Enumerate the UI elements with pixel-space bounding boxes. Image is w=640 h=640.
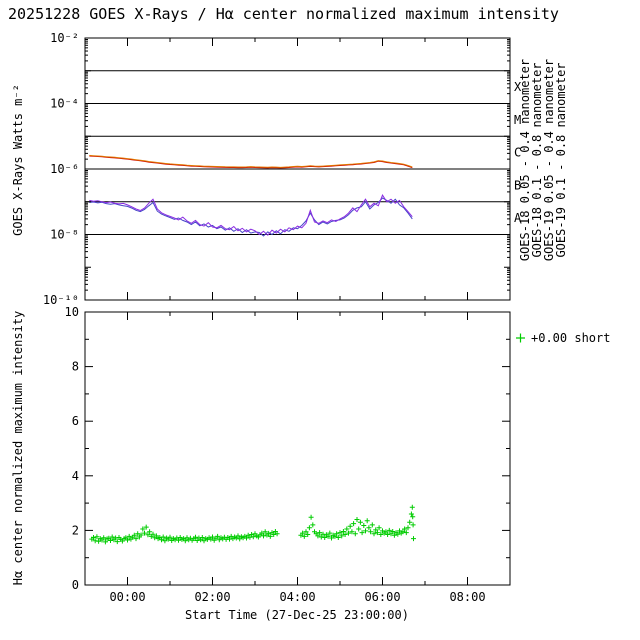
time-xtick-label: 08:00 (449, 590, 485, 604)
flare-class-label: A (514, 211, 522, 225)
plot-title: 20251228 GOES X-Rays / Hα center normali… (8, 5, 559, 23)
time-xtick-label: 04:00 (279, 590, 315, 604)
halpha-panel-border (84, 311, 511, 586)
halpha-ytick-label: 10 (65, 305, 79, 319)
legend-goes19-long: GOES-19 0.1 - 0.8 nanometer (554, 62, 568, 257)
halpha-scatter-series (89, 504, 416, 545)
flux-ytick-label: 10⁻⁴ (50, 97, 79, 111)
halpha-ytick-label: 4 (72, 469, 79, 483)
legend-goes18-short: GOES-18 0.05 - 0.4 nanometer (518, 59, 532, 261)
halpha-y-axis-label: Hα center normalized maximum intensity (11, 311, 25, 586)
legend-goes19-short: GOES-19 0.05 - 0.4 nanometer (542, 59, 556, 261)
flare-class-label: C (514, 146, 521, 160)
xray-y-axis-label: GOES X-Rays Watts m⁻² (11, 84, 25, 236)
flux-ytick-label: 10⁻² (50, 31, 79, 45)
halpha-ytick-label: 6 (72, 414, 79, 428)
halpha-ytick-label: 0 (72, 578, 79, 592)
time-xtick-label: 00:00 (109, 590, 145, 604)
flare-class-label: X (514, 80, 522, 94)
series-goes19_short (89, 197, 413, 237)
time-xtick-label: 06:00 (364, 590, 400, 604)
flux-ytick-label: 10⁻¹⁰ (43, 293, 79, 307)
series-goes18_short (89, 194, 413, 236)
x-axis-label: Start Time (27-Dec-25 23:00:00) (185, 608, 409, 622)
flux-ytick-label: 10⁻⁸ (50, 228, 79, 242)
series-goes19_long (89, 154, 413, 168)
flare-class-label: B (514, 178, 521, 192)
time-xtick-label: 02:00 (194, 590, 230, 604)
halpha-ytick-label: 8 (72, 360, 79, 374)
halpha-legend-label: +0.00 short (531, 331, 610, 345)
flare-class-label: M (514, 113, 521, 127)
halpha-ytick-label: 2 (72, 523, 79, 537)
series-goes18_long (89, 155, 413, 169)
flux-ytick-label: 10⁻⁶ (50, 162, 79, 176)
legend-goes18-long: GOES-18 0.1 - 0.8 nanometer (530, 62, 544, 257)
halpha-legend-marker-icon (516, 333, 525, 343)
